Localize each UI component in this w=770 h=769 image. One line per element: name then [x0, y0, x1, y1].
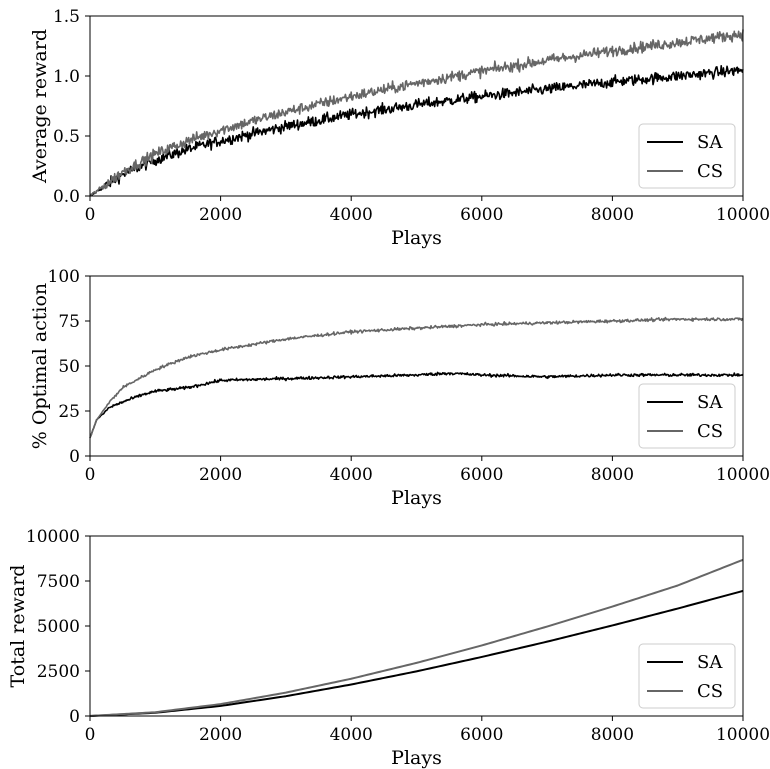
- x-tick-label: 0: [85, 205, 96, 225]
- chart-panel-3: 0 2000 4000 6000 8000 10000 0 2500 5000 7500 10000…: [7, 527, 770, 769]
- legend-label-sa: SA: [697, 392, 723, 413]
- x-tick-label: 2000: [199, 465, 242, 485]
- x-tick-label: 10000: [716, 725, 770, 745]
- legend-label-cs: CS: [697, 421, 723, 442]
- x-tick-label: 10000: [716, 465, 770, 485]
- y-axis-label: % Optimal action: [29, 283, 51, 449]
- x-tick-label: 6000: [460, 725, 503, 745]
- x-axis-label: Plays: [391, 227, 442, 249]
- x-tick-label: 8000: [591, 725, 634, 745]
- x-tick-label: 2000: [199, 205, 242, 225]
- legend: SA CS: [638, 643, 736, 709]
- legend-label-sa: SA: [697, 652, 723, 673]
- x-tick-label: 10000: [716, 205, 770, 225]
- y-tick-label: 50: [58, 357, 80, 377]
- series-line-cs: [89, 558, 744, 717]
- x-axis-label: Plays: [391, 747, 442, 769]
- x-tick-label: 4000: [330, 205, 373, 225]
- x-tick-label: 6000: [460, 465, 503, 485]
- y-tick-label: 0.5: [53, 127, 80, 147]
- y-axis-label: Total reward: [7, 565, 29, 688]
- y-tick-label: 1.5: [53, 7, 80, 27]
- y-tick-label: 0: [69, 707, 80, 727]
- legend-label-cs: CS: [697, 161, 723, 182]
- y-tick-label: 100: [48, 267, 80, 287]
- y-tick-label: 7500: [37, 572, 80, 592]
- series-line-sa: [89, 371, 744, 439]
- x-tick-label: 0: [85, 725, 96, 745]
- legend-label-sa: SA: [697, 132, 723, 153]
- series-line-sa: [89, 64, 744, 196]
- y-tick-label: 0: [69, 447, 80, 467]
- y-tick-label: 10000: [26, 527, 80, 547]
- legend: SA CS: [638, 123, 736, 189]
- x-tick-label: 2000: [199, 725, 242, 745]
- series-line-cs: [89, 29, 744, 197]
- legend-label-cs: CS: [697, 681, 723, 702]
- x-tick-label: 0: [85, 465, 96, 485]
- chart-panel-1: 0 2000 4000 6000 8000 10000 0.0 0.5 1.0 1.5 Plays A…: [29, 7, 770, 249]
- y-tick-label: 1.0: [53, 67, 80, 87]
- plot-frame: [89, 15, 744, 197]
- chart-panel-2: 0 2000 4000 6000 8000 10000 0 25 50 75 100 Plays % O…: [29, 267, 770, 509]
- y-tick-label: 75: [58, 312, 80, 332]
- x-tick-label: 6000: [460, 205, 503, 225]
- series-line-cs: [89, 316, 744, 439]
- y-tick-label: 25: [58, 402, 80, 422]
- legend: SA CS: [638, 383, 736, 449]
- x-axis-label: Plays: [391, 487, 442, 509]
- x-tick-label: 8000: [591, 465, 634, 485]
- y-tick-label: 5000: [37, 617, 80, 637]
- x-tick-label: 4000: [330, 725, 373, 745]
- y-axis-label: Average reward: [29, 29, 51, 184]
- y-tick-label: 0.0: [53, 187, 80, 207]
- x-tick-label: 8000: [591, 205, 634, 225]
- y-tick-label: 2500: [37, 662, 80, 682]
- series-line-sa: [89, 589, 744, 717]
- x-tick-label: 4000: [330, 465, 373, 485]
